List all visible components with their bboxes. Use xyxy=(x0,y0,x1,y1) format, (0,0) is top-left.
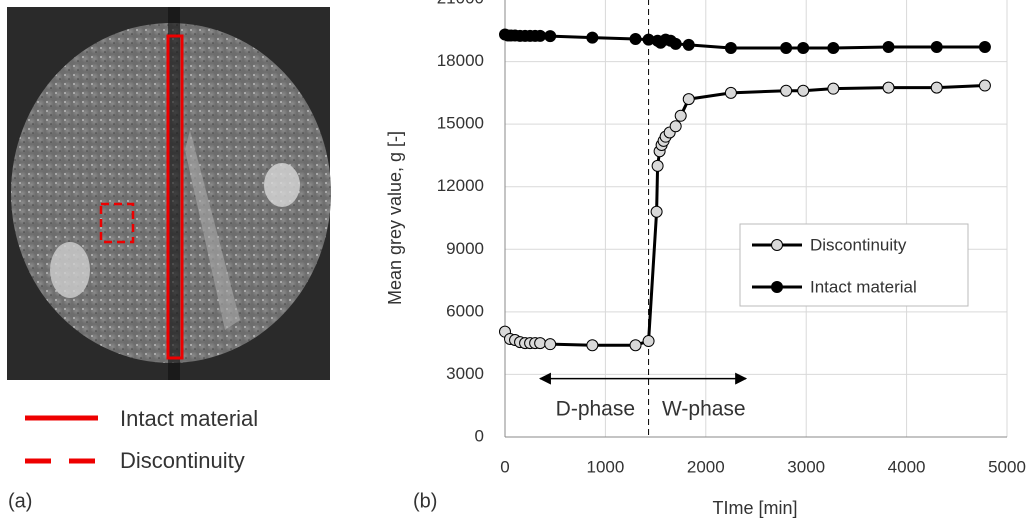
y-tick-label: 3000 xyxy=(446,364,484,383)
data-point xyxy=(724,86,737,99)
data-point xyxy=(978,79,991,92)
data-point xyxy=(827,82,840,95)
data-point xyxy=(882,40,895,53)
data-point xyxy=(534,29,547,42)
legend-label: Discontinuity xyxy=(810,235,907,254)
data-point xyxy=(629,33,642,46)
y-tick-label: 12000 xyxy=(437,176,484,195)
y-tick-label: 9000 xyxy=(446,239,484,258)
x-tick-label: 0 xyxy=(500,457,509,476)
y-axis-label: Mean grey value, g [-] xyxy=(385,131,405,305)
data-point xyxy=(797,84,810,97)
data-point xyxy=(650,205,663,218)
ct-image xyxy=(7,7,331,380)
data-point xyxy=(544,338,557,351)
legend-marker xyxy=(771,239,783,251)
data-point xyxy=(534,337,547,350)
y-tick-label: 18000 xyxy=(437,51,484,70)
data-point xyxy=(651,159,664,172)
data-point xyxy=(780,84,793,97)
annotation: W-phase xyxy=(662,397,746,420)
data-point xyxy=(629,339,642,352)
data-point xyxy=(882,81,895,94)
x-tick-label: 2000 xyxy=(687,457,725,476)
data-point xyxy=(674,109,687,122)
data-point xyxy=(642,335,655,348)
data-point xyxy=(780,42,793,55)
data-point xyxy=(978,40,991,53)
legend-label: Intact material xyxy=(810,277,917,296)
y-tick-label: 21000 xyxy=(437,0,484,7)
panel-label: (b) xyxy=(413,490,437,512)
y-tick-label: 0 xyxy=(475,426,484,445)
data-point xyxy=(669,37,682,50)
data-point xyxy=(827,42,840,55)
x-axis-label: TIme [min] xyxy=(712,498,797,518)
data-point xyxy=(930,81,943,94)
y-tick-label: 6000 xyxy=(446,301,484,320)
data-point xyxy=(586,339,599,352)
legend-marker xyxy=(771,281,783,293)
data-point xyxy=(669,120,682,133)
data-point xyxy=(930,40,943,53)
data-point xyxy=(797,42,810,55)
y-tick-label: 15000 xyxy=(437,114,484,133)
data-point xyxy=(682,93,695,106)
panel-label: (a) xyxy=(8,490,32,512)
data-point xyxy=(544,30,557,43)
data-point xyxy=(724,42,737,55)
x-tick-label: 1000 xyxy=(586,457,624,476)
legend-text: Discontinuity xyxy=(120,448,245,473)
series-line xyxy=(504,33,985,50)
annotation: D-phase xyxy=(556,397,635,420)
legend-text: Intact material xyxy=(120,406,258,431)
x-tick-label: 5000 xyxy=(988,457,1026,476)
x-tick-label: 3000 xyxy=(787,457,825,476)
data-point xyxy=(586,31,599,44)
x-tick-label: 4000 xyxy=(888,457,926,476)
data-point xyxy=(682,38,695,51)
chart: 0 3000 6000 9000 12000 15000 18000 21000 0 1000 20… xyxy=(385,0,1026,518)
